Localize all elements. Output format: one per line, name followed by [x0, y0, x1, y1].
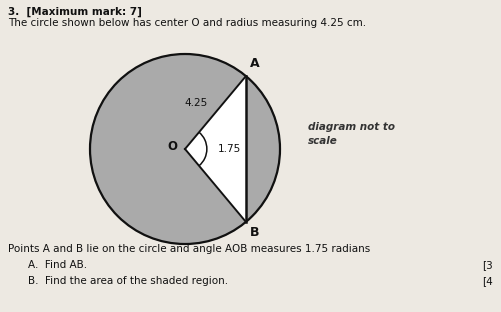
- Text: 1.75: 1.75: [218, 144, 241, 154]
- Circle shape: [90, 54, 280, 244]
- Text: B.  Find the area of the shaded region.: B. Find the area of the shaded region.: [28, 276, 228, 286]
- Text: [3: [3: [482, 260, 493, 270]
- Text: O: O: [167, 140, 177, 154]
- Text: 4.25: 4.25: [184, 98, 207, 108]
- Text: Points A and B lie on the circle and angle AOB measures 1.75 radians: Points A and B lie on the circle and ang…: [8, 244, 370, 254]
- Text: 3.  [Maximum mark: 7]: 3. [Maximum mark: 7]: [8, 7, 142, 17]
- Text: [4: [4: [482, 276, 493, 286]
- Text: A: A: [250, 57, 260, 70]
- Text: A.  Find AB.: A. Find AB.: [28, 260, 87, 270]
- Text: B: B: [250, 226, 260, 239]
- Text: The circle shown below has center O and radius measuring 4.25 cm.: The circle shown below has center O and …: [8, 18, 366, 28]
- Polygon shape: [185, 76, 246, 222]
- Text: diagram not to
scale: diagram not to scale: [308, 122, 395, 146]
